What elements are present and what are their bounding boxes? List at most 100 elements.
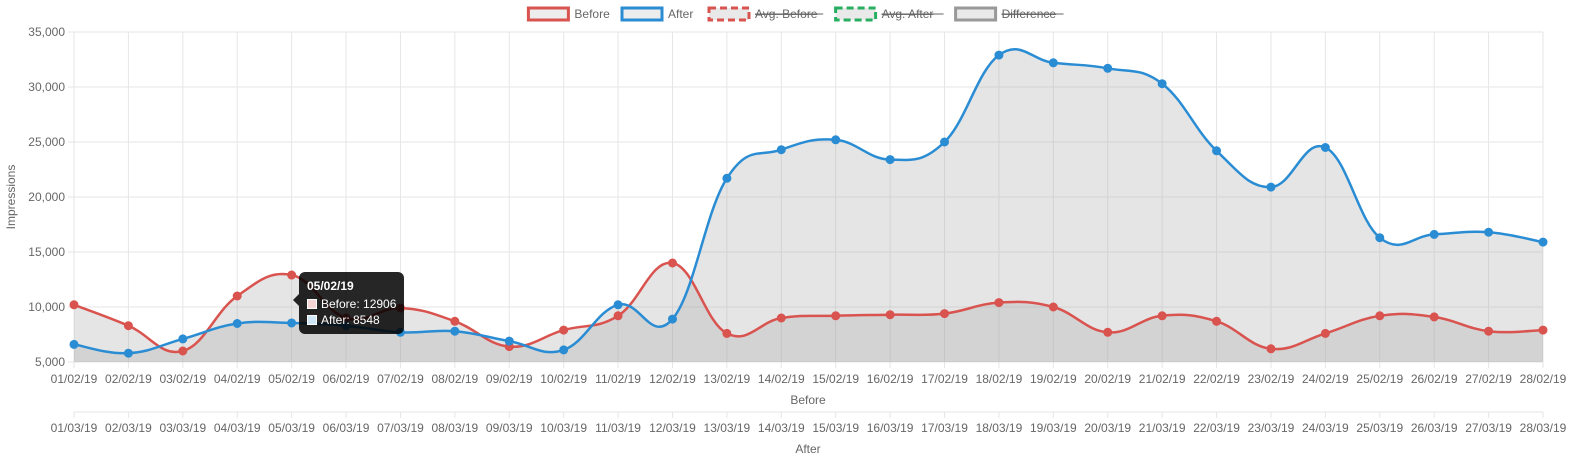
- data-point-before: [287, 270, 297, 280]
- x-tick-label-before: 19/02/19: [1030, 372, 1077, 386]
- series-points: [69, 50, 1548, 358]
- x-tick-label-after: 20/03/19: [1084, 421, 1131, 435]
- x-tick-label-before: 01/02/19: [51, 372, 98, 386]
- x-tick-label-before: 22/02/19: [1193, 372, 1240, 386]
- x-tick-label-before: 18/02/19: [976, 372, 1023, 386]
- data-point-before: [1266, 344, 1276, 354]
- legend-swatch-avg-after[interactable]: [834, 6, 878, 22]
- x-tick-label-after: 18/03/19: [976, 421, 1023, 435]
- data-point-before: [1157, 311, 1167, 321]
- x-tick-label-after: 06/03/19: [323, 421, 370, 435]
- legend-label-after[interactable]: After: [668, 7, 693, 21]
- x-tick-label-before: 24/02/19: [1302, 372, 1349, 386]
- legend-swatch-avg-before[interactable]: [707, 6, 751, 22]
- x-tick-label-before: 05/02/19: [268, 372, 315, 386]
- x-tick-label-before: 11/02/19: [595, 372, 641, 386]
- x-tick-label-before: 02/02/19: [105, 372, 152, 386]
- tooltip-swatch-after: [307, 315, 317, 325]
- x-tick-label-after: 27/03/19: [1465, 421, 1512, 435]
- tooltip-caret: [293, 294, 299, 306]
- data-point-after: [776, 145, 786, 155]
- data-point-after: [1429, 229, 1439, 239]
- x-tick-label-before: 09/02/19: [486, 372, 533, 386]
- x-tick-label-after: 03/03/19: [159, 421, 206, 435]
- legend-label-before[interactable]: Before: [574, 7, 610, 21]
- x-tick-label-before: 04/02/19: [214, 372, 261, 386]
- x-tick-label-after: 08/03/19: [431, 421, 478, 435]
- x-tick-label-after: 07/03/19: [377, 421, 424, 435]
- data-point-before: [1103, 327, 1113, 337]
- x-tick-label-after: 05/03/19: [268, 421, 315, 435]
- y-tick-label: 30,000: [28, 80, 65, 94]
- x-tick-label-after: 02/03/19: [105, 421, 152, 435]
- x-tick-label-after: 10/03/19: [540, 421, 587, 435]
- data-point-after: [504, 336, 514, 346]
- data-point-after: [1103, 63, 1113, 73]
- data-point-after: [1320, 143, 1330, 152]
- x-tick-label-before: 20/02/19: [1084, 372, 1131, 386]
- data-point-before: [1538, 325, 1548, 335]
- chart-tooltip: 05/02/19 Before: 12906 After: 8548: [293, 272, 405, 334]
- x-tick-label-before: 10/02/19: [540, 372, 587, 386]
- area-fill-after: [74, 49, 1543, 362]
- data-point-before: [613, 311, 623, 321]
- y-tick-label: 15,000: [28, 245, 65, 259]
- data-point-before: [559, 325, 569, 335]
- data-point-before: [1375, 311, 1385, 321]
- data-point-after: [831, 135, 841, 145]
- x-tick-label-after: 28/03/19: [1520, 421, 1567, 435]
- y-axis-title: Impressions: [4, 165, 18, 230]
- data-point-after: [1538, 237, 1548, 247]
- legend-swatch-difference[interactable]: [954, 6, 998, 22]
- x-axis-after-title: After: [795, 442, 820, 456]
- data-point-before: [940, 309, 950, 319]
- y-tick-label: 20,000: [28, 190, 65, 204]
- data-point-after: [123, 348, 133, 358]
- data-point-after: [994, 50, 1004, 60]
- tooltip-row-before: Before: 12906: [307, 296, 396, 312]
- data-point-after: [1048, 58, 1058, 68]
- tooltip-swatch-before: [307, 299, 317, 309]
- y-tick-label: 5,000: [35, 355, 65, 369]
- x-tick-label-after: 16/03/19: [867, 421, 914, 435]
- data-point-after: [613, 300, 623, 310]
- x-tick-label-before: 21/02/19: [1139, 372, 1186, 386]
- x-tick-label-after: 15/03/19: [812, 421, 859, 435]
- x-tick-label-before: 26/02/19: [1411, 372, 1458, 386]
- x-tick-label-after: 09/03/19: [486, 421, 533, 435]
- data-point-before: [831, 311, 841, 321]
- x-tick-label-after: 13/03/19: [704, 421, 751, 435]
- x-tick-label-before: 13/02/19: [704, 372, 751, 386]
- x-tick-label-before: 12/02/19: [649, 372, 696, 386]
- x-tick-label-before: 15/02/19: [812, 372, 859, 386]
- data-point-after: [940, 137, 950, 147]
- chart-legend: Before After Avg. Before Avg. After Differen…: [526, 6, 1064, 22]
- data-point-before: [232, 291, 242, 301]
- x-tick-label-after: 19/03/19: [1030, 421, 1077, 435]
- x-tick-label-before: 17/02/19: [921, 372, 968, 386]
- tooltip-row-after: After: 8548: [307, 312, 396, 328]
- tooltip-title: 05/02/19: [307, 279, 354, 293]
- data-point-after: [1266, 182, 1276, 192]
- x-tick-label-after: 04/03/19: [214, 421, 261, 435]
- x-tick-label-before: 27/02/19: [1465, 372, 1512, 386]
- data-point-before: [667, 258, 677, 268]
- tooltip-before-text: Before: 12906: [321, 297, 397, 311]
- x-tick-label-after: 14/03/19: [758, 421, 805, 435]
- legend-swatch-before[interactable]: [526, 6, 570, 22]
- data-point-after: [1157, 79, 1167, 89]
- x-tick-label-before: 25/02/19: [1356, 372, 1403, 386]
- legend-swatch-after[interactable]: [620, 6, 664, 22]
- data-point-after: [232, 319, 242, 328]
- x-tick-label-after: 25/03/19: [1356, 421, 1403, 435]
- x-tick-label-after: 24/03/19: [1302, 421, 1349, 435]
- x-tick-label-before: 23/02/19: [1248, 372, 1295, 386]
- x-tick-label-before: 07/02/19: [377, 372, 424, 386]
- y-tick-label: 10,000: [28, 300, 65, 314]
- x-axis-after-ticks: 01/03/19 02/03/19 03/03/19 04/03/19 05/03/19…: [51, 421, 1567, 435]
- x-axis-before-title: Before: [790, 393, 826, 407]
- data-point-before: [1048, 302, 1058, 312]
- x-tick-label-after: 11/03/19: [595, 421, 641, 435]
- x-axis-before-ticks: 01/02/19 02/02/19 03/02/19 04/02/19 05/02/19…: [51, 372, 1567, 386]
- x-tick-label-before: 14/02/19: [758, 372, 805, 386]
